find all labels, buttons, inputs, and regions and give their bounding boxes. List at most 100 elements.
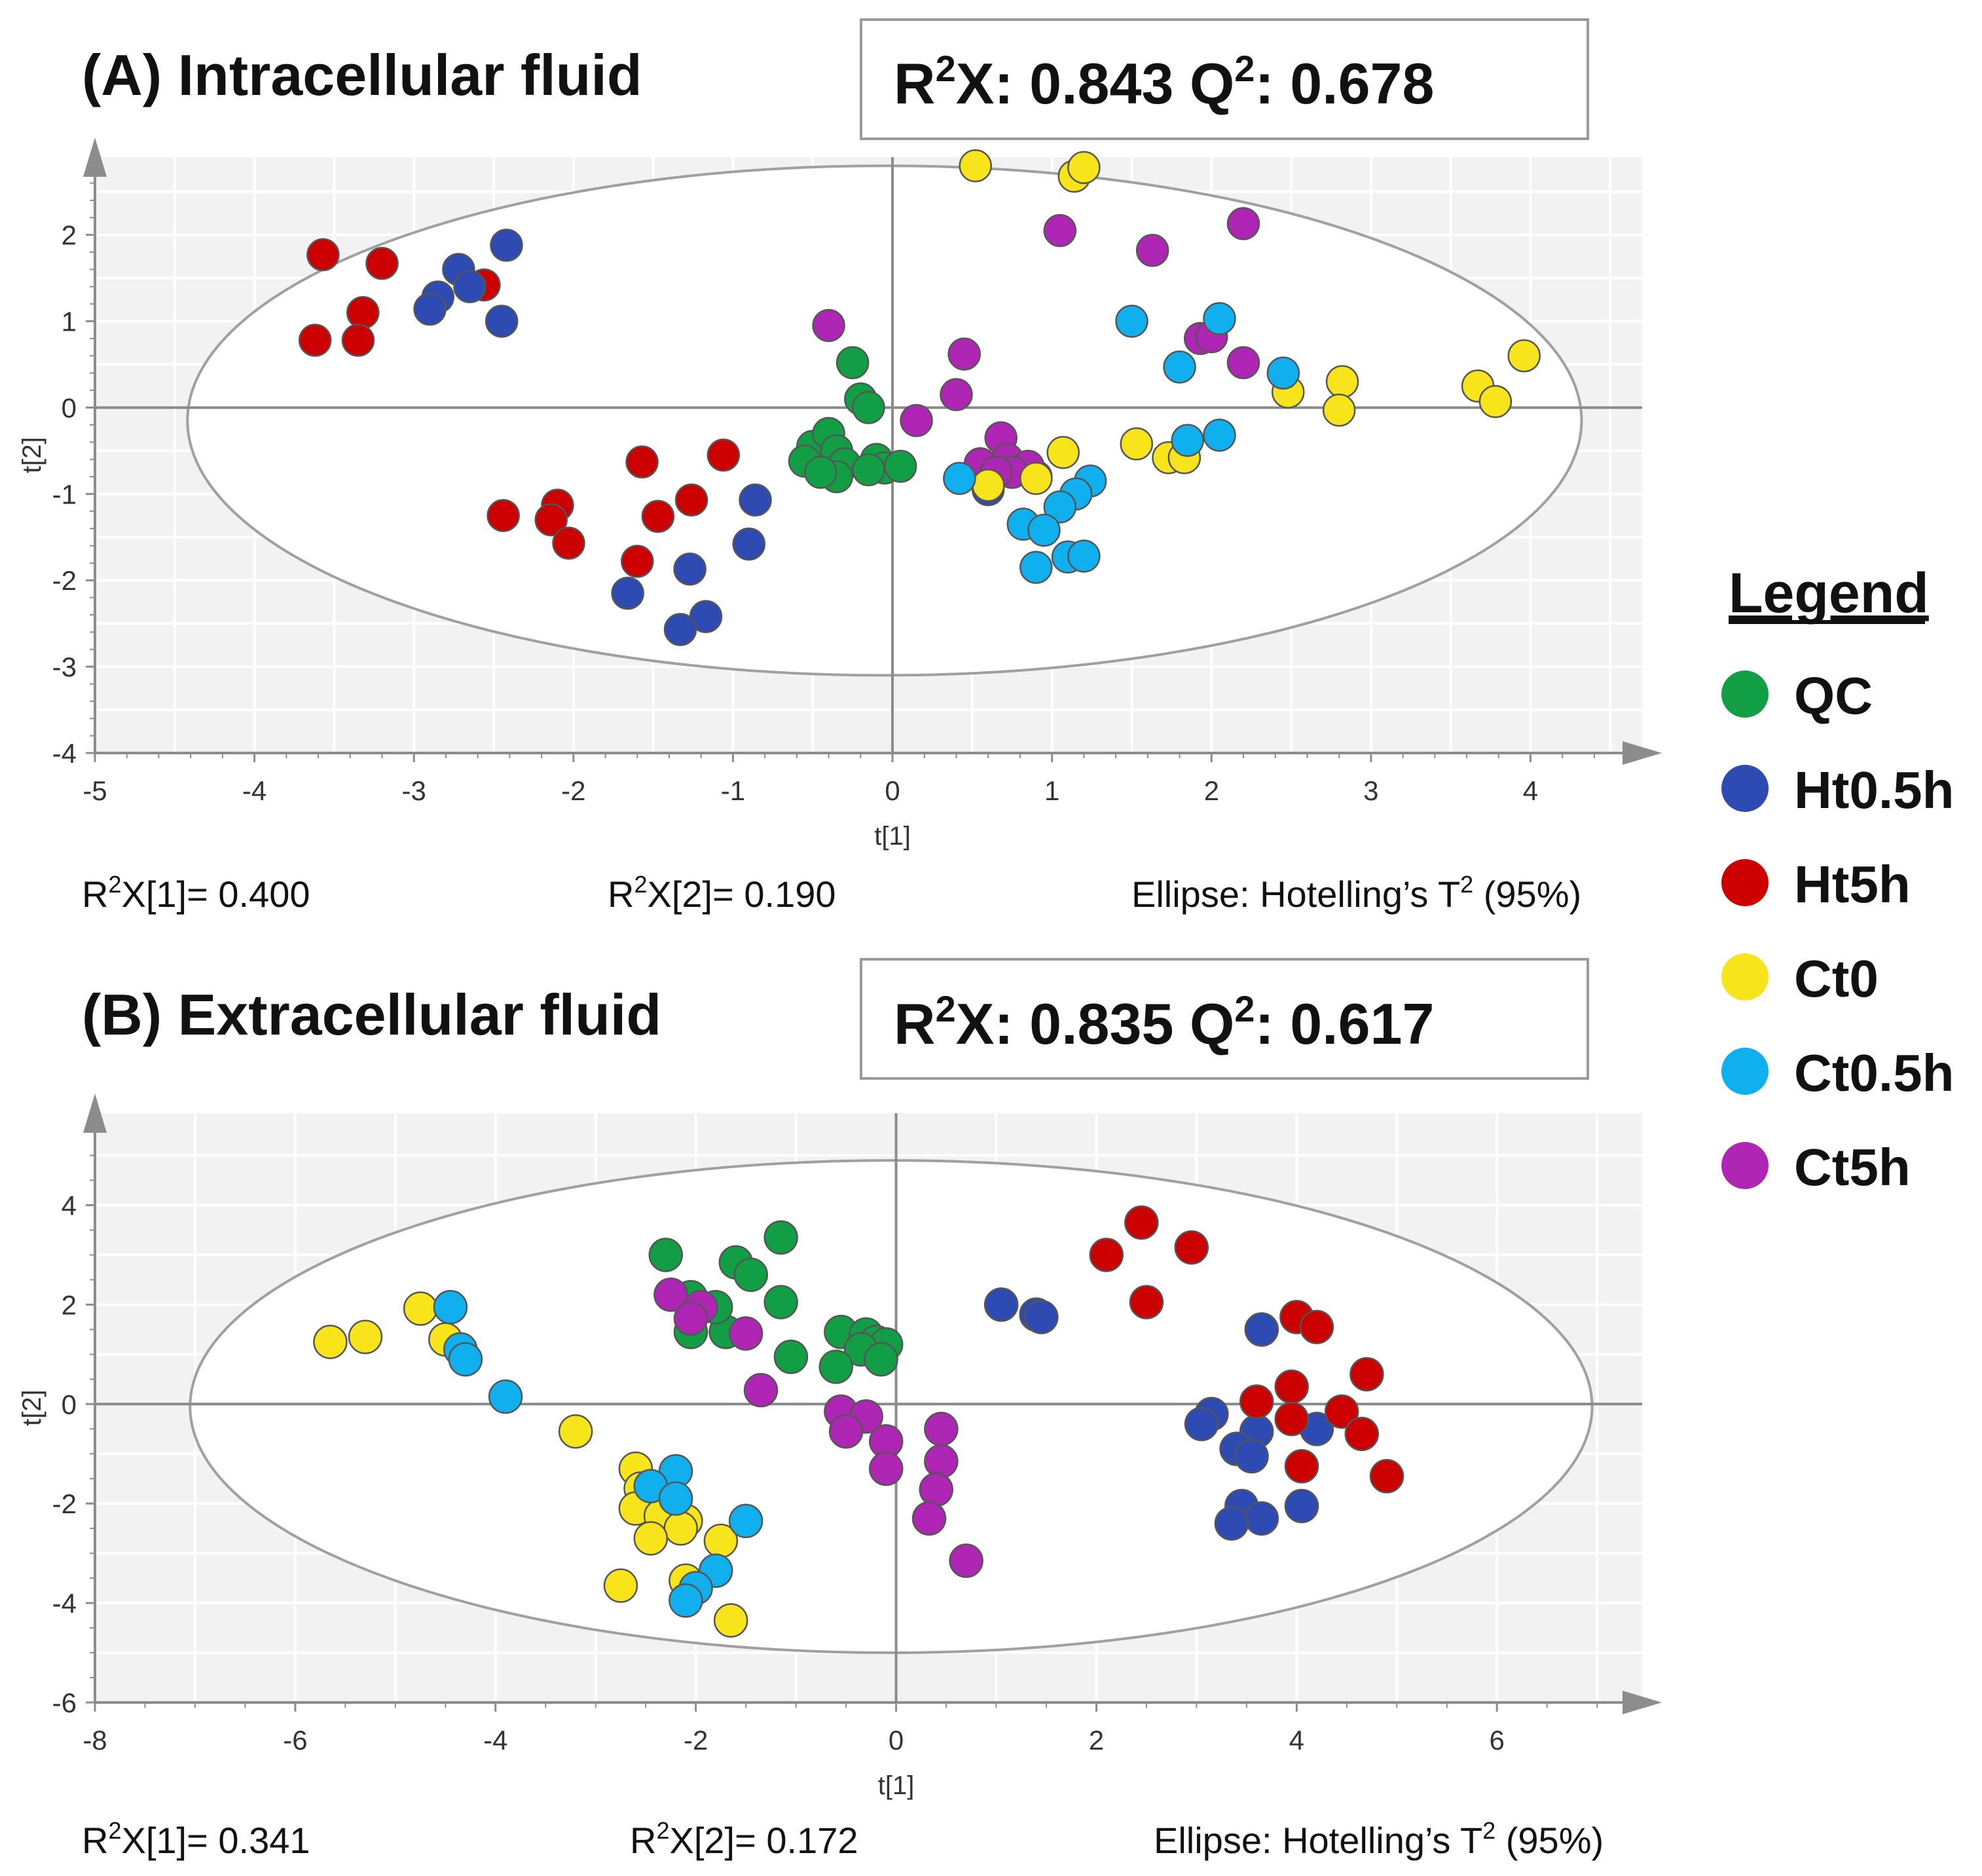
data-point [633, 1521, 669, 1556]
legend-marker [1721, 765, 1769, 812]
data-point [306, 238, 340, 272]
data-point [1027, 513, 1061, 547]
data-point [1115, 304, 1148, 338]
panel-a-stats-box [860, 18, 1589, 140]
data-point [983, 1287, 1019, 1322]
data-point [713, 1603, 748, 1638]
x-tick-label: -4 [242, 775, 266, 806]
data-point [433, 1289, 468, 1325]
data-point [1349, 1357, 1384, 1391]
x-tick-label: 4 [1523, 775, 1538, 806]
panel-b-stats-box [860, 958, 1589, 1080]
data-point [1129, 1285, 1164, 1319]
data-point [733, 1257, 769, 1293]
data-point [611, 576, 644, 610]
data-point [663, 613, 697, 646]
data-point [653, 1277, 688, 1312]
panel-a-r2x1: R2X[1]= 0.400 [82, 871, 310, 915]
legend-items: QC Ht0.5h Ht5h Ct0 Ct0.5h Ct5h [1721, 667, 1954, 1196]
data-point [919, 1472, 953, 1507]
data-point [940, 378, 973, 411]
data-point [313, 1325, 348, 1359]
x-axis-label: t[1] [874, 822, 911, 851]
data-point [1067, 151, 1101, 185]
legend-marker [1721, 1142, 1769, 1189]
data-point [864, 1342, 898, 1377]
series-ht5h [298, 238, 741, 578]
data-point [739, 483, 772, 517]
data-point [403, 1291, 438, 1326]
data-point [828, 1414, 864, 1449]
data-point [625, 445, 659, 479]
data-point [883, 449, 917, 483]
x-tick-label: -5 [83, 775, 107, 806]
data-point [1124, 1205, 1159, 1240]
legend-marker [1721, 859, 1769, 906]
data-point [835, 346, 870, 380]
data-point [1171, 424, 1204, 457]
data-point [852, 453, 885, 487]
series-ct0-5h [433, 1289, 763, 1618]
data-point [448, 1342, 483, 1377]
data-point [1184, 1407, 1219, 1441]
x-tick-label: -1 [721, 775, 745, 806]
data-point [1284, 1448, 1319, 1484]
data-point [1226, 346, 1260, 380]
y-tick-label: -4 [52, 1588, 77, 1619]
data-point [485, 304, 519, 338]
data-point [1120, 427, 1154, 461]
data-point [298, 323, 332, 357]
x-tick-label: 2 [1204, 775, 1219, 806]
panel-a-r2x2: R2X[2]= 0.190 [608, 871, 836, 915]
data-point [924, 1412, 959, 1446]
legend-marker [1721, 671, 1769, 718]
legend-title: Legend [1729, 562, 1929, 625]
data-point [1322, 394, 1356, 427]
series-ht0-5h [983, 1287, 1334, 1541]
data-point [959, 149, 992, 183]
data-point [1239, 1384, 1274, 1419]
data-point [763, 1220, 798, 1255]
data-point [558, 1414, 593, 1449]
series-ct0 [959, 149, 1541, 502]
x-tick-label: 6 [1490, 1725, 1505, 1756]
y-tick-label: -1 [52, 479, 77, 509]
data-point [1203, 302, 1236, 335]
data-point [1344, 1416, 1380, 1452]
y-tick-label: 2 [62, 1289, 77, 1320]
data-point [1174, 1230, 1209, 1265]
series-ht5h [1089, 1205, 1404, 1494]
data-point [804, 456, 837, 489]
hotelling-ellipse [186, 164, 1583, 677]
y-axis-label: t[2] [18, 1389, 46, 1426]
data-point [743, 1372, 779, 1408]
data-point [1507, 339, 1541, 373]
data-point [728, 1503, 763, 1539]
data-point [1043, 213, 1077, 248]
data-point [1324, 1394, 1359, 1429]
legend-marker [1721, 953, 1769, 1001]
y-axis-label: t[2] [18, 437, 46, 473]
data-point [1244, 1312, 1279, 1347]
data-point [346, 296, 380, 329]
y-tick-label: 0 [62, 1389, 77, 1420]
panel-a-ellipse-note: Ellipse: Hotelling’s T2 (95%) [1131, 871, 1581, 915]
x-tick-label: 2 [1089, 1725, 1104, 1756]
data-point [1234, 1439, 1269, 1474]
x-tick-label: 0 [885, 775, 900, 806]
data-point [1043, 490, 1077, 524]
data-point [1284, 1488, 1319, 1524]
x-tick-label: 3 [1363, 775, 1378, 806]
panel-a-stats-text: R2X: 0.843 Q2: 0.678 [894, 48, 1434, 116]
y-axis-arrow [83, 1094, 107, 1133]
x-tick-label: -6 [283, 1725, 307, 1756]
panel-b-r2x1: R2X[1]= 0.341 [82, 1817, 310, 1861]
data-point [1274, 1401, 1309, 1437]
data-point [552, 526, 585, 560]
data-point [621, 544, 654, 578]
panel-b: (B) Extracellular fluid R2X: 0.835 Q2: 0… [18, 958, 1662, 1861]
data-point [1203, 418, 1236, 452]
data-point [1067, 540, 1101, 573]
